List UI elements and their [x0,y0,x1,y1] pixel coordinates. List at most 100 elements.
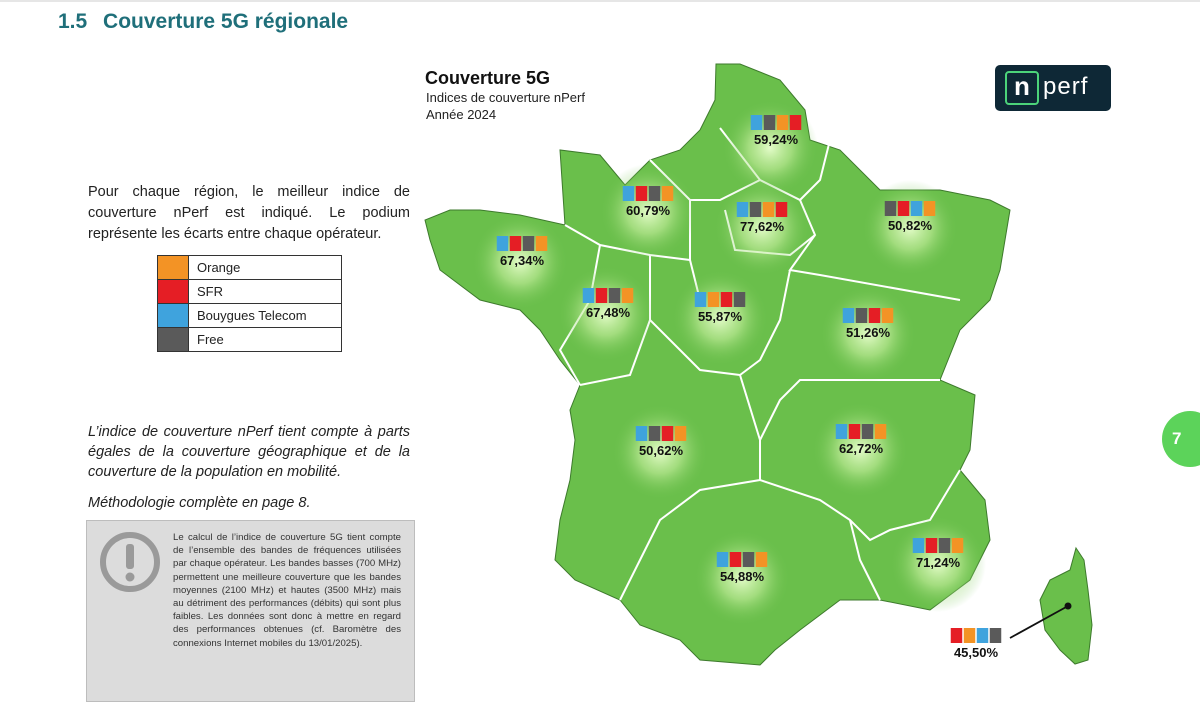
region-value-label: 77,62% [740,219,785,234]
podium-bar-sfr [789,115,802,130]
podium-bar-sfr [775,202,788,217]
legend-row-free: Free [158,328,341,351]
podium-bar-orange [674,426,687,441]
region-value-label: 60,79% [626,203,671,218]
region-value-label: 71,24% [916,555,961,570]
podium-bar-orange [707,292,720,307]
podium-bar-free [522,236,535,251]
podium-bar-orange [535,236,548,251]
podium-bar-bouygues [582,288,595,303]
region-value-label: 67,48% [586,305,631,320]
podium-bar-orange [621,288,634,303]
legend-row-sfr: SFR [158,280,341,304]
podium-bar-orange [963,628,976,643]
region-value-label: 51,26% [846,325,891,340]
podium-bar-bouygues [910,201,923,216]
legend-swatch-bouygues [158,304,189,327]
podium-bar-bouygues [842,308,855,323]
podium-bar-free [733,292,746,307]
podium-bar-free [648,426,661,441]
warning-icon [100,532,160,592]
podium-bar-sfr [729,552,742,567]
section-title: Couverture 5G régionale [103,10,349,33]
methodology-link-text: Méthodologie complète en page 8. [88,495,311,511]
region-value-label: 59,24% [754,132,799,147]
region-value-label: 55,87% [698,309,743,324]
region-value-label: 45,50% [954,645,999,660]
podium-corse: 45,50% [950,628,1002,660]
podium-bar-bouygues [912,538,925,553]
page-number-badge: 7 [1162,411,1200,467]
region-value-label: 67,34% [500,253,545,268]
podium-bar-free [608,288,621,303]
podium-centre-val-de-loire: 55,87% [694,292,746,324]
podium-bar-sfr [925,538,938,553]
podium-bar-sfr [848,424,861,439]
podium-normandie: 60,79% [622,186,674,218]
section-number: 1.5 [58,10,88,33]
legend-row-orange: Orange [158,256,341,280]
operator-legend: Orange SFR Bouygues Telecom Free [157,255,342,352]
legend-swatch-free [158,328,189,351]
podium-bar-bouygues [694,292,707,307]
podium-bar-free [763,115,776,130]
podium-bar-sfr [595,288,608,303]
podium-bar-free [742,552,755,567]
podium-bar-bouygues [716,552,729,567]
podium-bar-sfr [635,186,648,201]
podium-bar-bouygues [750,115,763,130]
podium-bar-sfr [720,292,733,307]
podium-bar-orange [874,424,887,439]
legend-swatch-sfr [158,280,189,303]
intro-paragraph: Pour chaque région, le meilleur indice d… [88,184,410,242]
map-subtitle: Indices de couverture nPerf [426,90,585,105]
podium-hauts-de-france: 59,24% [750,115,802,147]
map-year: Année 2024 [426,107,497,122]
podium-grand-est: 50,82% [884,201,936,233]
region-podiums: 59,24% 60,79% 77,62% 50,82% 67,34% 67,48% 55,8… [496,115,1002,660]
podium-bar-orange [762,202,775,217]
podium-occitanie: 54,88% [716,552,768,584]
legend-row-bouygues: Bouygues Telecom [158,304,341,328]
podium-bar-bouygues [622,186,635,201]
podium-bourgogne-franche-comt-: 51,26% [842,308,894,340]
coverage-index-note: L’indice de couverture nPerf tient compt… [88,424,410,480]
legend-swatch-orange [158,256,189,279]
podium-bar-sfr [868,308,881,323]
podium-bar-bouygues [736,202,749,217]
podium-bar-orange [923,201,936,216]
region-value-label: 50,62% [639,443,684,458]
podium-auvergne-rh-ne-alpes: 62,72% [835,424,887,456]
podium-nouvelle-aquitaine: 50,62% [635,426,687,458]
podium-provence-alpes-c-te-d-azur: 71,24% [912,538,964,570]
podium-bar-bouygues [976,628,989,643]
podium-bar-free [884,201,897,216]
podium-bar-orange [755,552,768,567]
podium-bar-orange [881,308,894,323]
corsica-leader-line [1009,605,1069,639]
podium-bar-free [749,202,762,217]
podium-pays-de-la-loire: 67,48% [582,288,634,320]
podium-bar-bouygues [835,424,848,439]
legend-label: SFR [197,284,223,299]
region-value-label: 50,82% [888,218,933,233]
section-heading: 1.5 Couverture 5G régionale [58,10,348,34]
info-box: Le calcul de l’indice de couverture 5G t… [86,520,415,702]
legend-label: Orange [197,260,241,275]
legend-label: Bouygues Telecom [197,308,307,323]
podium-bretagne: 67,34% [496,236,548,268]
region-value-label: 54,88% [720,569,765,584]
podium-bar-orange [661,186,674,201]
podium--le-de-france: 77,62% [736,202,788,234]
podium-bar-sfr [509,236,522,251]
nperf-logo-mark: n [1005,71,1039,105]
info-box-text: Le calcul de l’indice de couverture 5G t… [173,532,401,649]
podium-bar-free [989,628,1002,643]
podium-bar-bouygues [635,426,648,441]
region-value-label: 62,72% [839,441,884,456]
podium-bar-sfr [661,426,674,441]
nperf-logo-text: perf [1043,73,1089,100]
corsica-marker [1064,602,1072,610]
podium-bar-bouygues [496,236,509,251]
